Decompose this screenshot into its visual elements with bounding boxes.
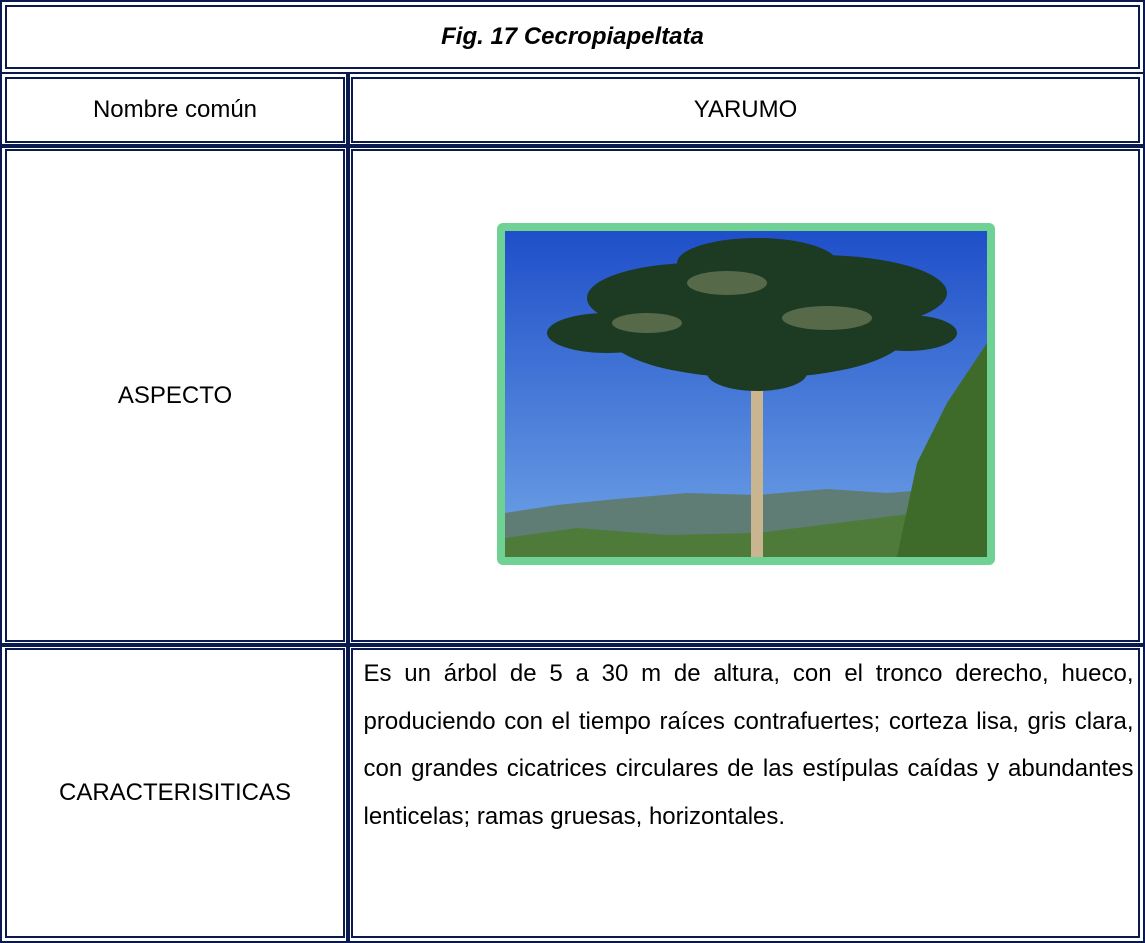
- canopy-highlights: [611, 270, 872, 333]
- label: CARACTERISITICAS: [58, 779, 292, 806]
- label-cell: ASPECTO: [0, 144, 350, 647]
- title: Fig. 17 Cecropiapeltata: [441, 23, 704, 50]
- title-cell: Fig. 17 Cecropiapeltata: [0, 0, 1145, 74]
- value: YARUMO: [693, 96, 798, 123]
- bushes: [896, 342, 987, 557]
- description: Es un árbol de 5 a 30 m de altura, con e…: [363, 660, 1134, 830]
- trunk: [750, 372, 763, 557]
- label: Nombre común: [92, 96, 258, 123]
- image-cell: [346, 144, 1145, 647]
- label: ASPECTO: [117, 381, 233, 409]
- label-cell: Nombre común: [0, 72, 350, 148]
- label-cell: CARACTERISITICAS: [0, 643, 350, 943]
- value-cell: YARUMO: [346, 72, 1145, 148]
- tree-photo: [496, 222, 995, 565]
- value-cell: Es un árbol de 5 a 30 m de altura, con e…: [346, 643, 1145, 943]
- hills: [504, 472, 987, 557]
